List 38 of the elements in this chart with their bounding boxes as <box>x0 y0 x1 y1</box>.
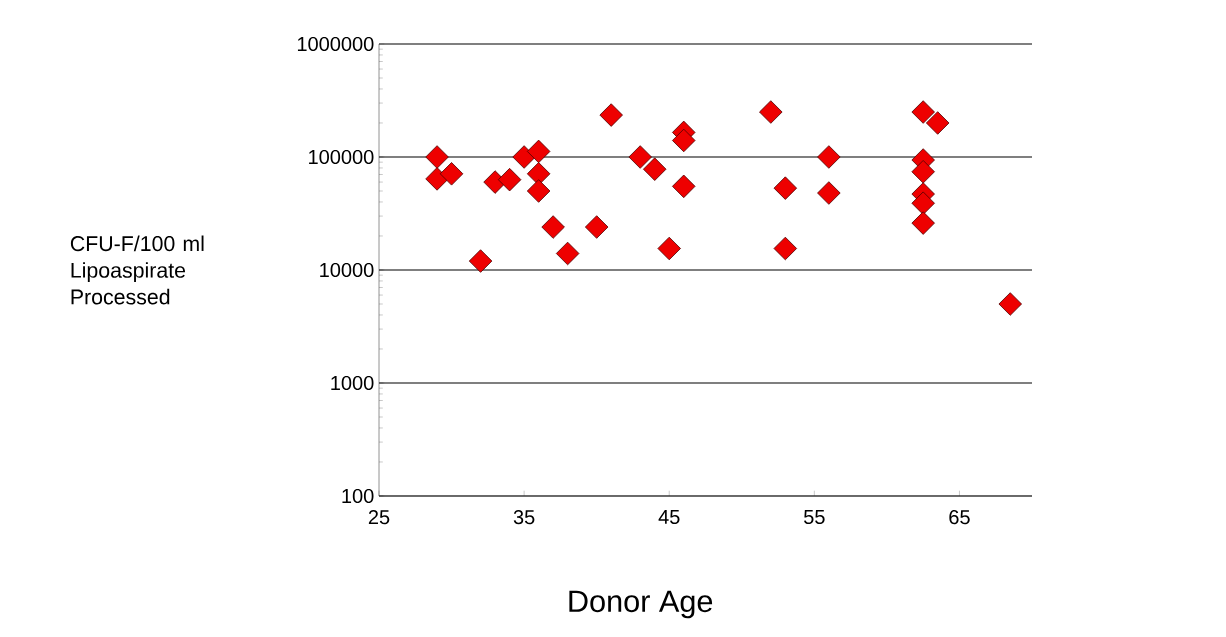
point <box>759 100 783 124</box>
point <box>773 236 798 261</box>
y-tick-label: 1000 <box>331 375 374 391</box>
point <box>911 100 935 124</box>
point <box>599 103 623 127</box>
point <box>672 128 696 153</box>
point <box>468 249 493 273</box>
point <box>911 191 935 215</box>
y-tick-label: 100 <box>342 488 374 504</box>
point <box>584 215 609 239</box>
point <box>526 139 551 164</box>
point <box>526 179 551 203</box>
point <box>497 167 522 192</box>
y-tick-label: 10000 <box>320 262 374 278</box>
point <box>672 174 696 199</box>
x-tick-label: 55 <box>804 510 825 524</box>
x-tick-label: 45 <box>658 510 680 524</box>
x-tick-label: 25 <box>368 510 390 525</box>
point <box>439 162 464 186</box>
point <box>817 181 841 205</box>
point <box>628 145 652 169</box>
x-tick-label: 35 <box>513 510 535 525</box>
point <box>911 211 935 235</box>
x-tick-label: 65 <box>949 510 970 525</box>
y-tick-label: 100000 <box>309 149 374 165</box>
point <box>657 236 681 261</box>
point <box>541 215 565 239</box>
point <box>425 145 449 169</box>
point <box>911 160 935 184</box>
point <box>643 157 667 181</box>
x-axis-title: Donor Age <box>569 590 713 619</box>
point <box>925 111 950 135</box>
point <box>555 241 580 266</box>
point <box>817 145 841 169</box>
y-axis-title: CFU-F/100 ml Lipoaspirate Processed <box>70 235 204 305</box>
y-tick-label: 1000000 <box>297 36 374 52</box>
point <box>998 292 1022 316</box>
point <box>773 176 798 200</box>
